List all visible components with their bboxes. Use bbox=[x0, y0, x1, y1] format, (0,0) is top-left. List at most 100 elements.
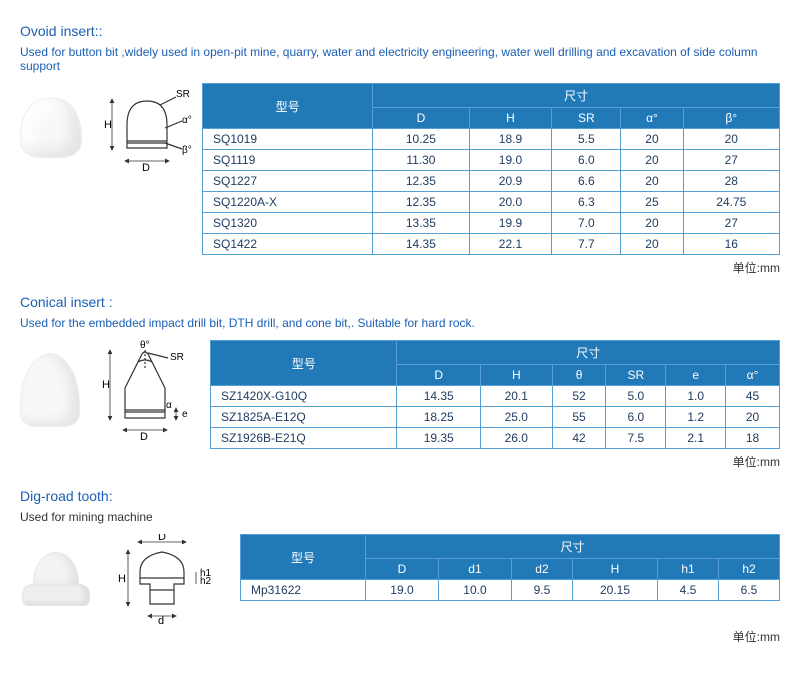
conical-label-d: D bbox=[140, 431, 148, 440]
col-SR: SR bbox=[552, 108, 621, 129]
digroad-unit: 单位:mm bbox=[20, 628, 780, 645]
table-row: SQ111911.3019.06.02027 bbox=[203, 150, 780, 171]
table-row: SZ1420X-G10Q14.3520.1525.01.045 bbox=[211, 386, 780, 407]
digroad-photo bbox=[20, 552, 90, 606]
conical-title: Conical insert : bbox=[20, 294, 780, 310]
col-β°: β° bbox=[683, 108, 779, 129]
table-cell: Mp31622 bbox=[241, 580, 366, 601]
table-cell: 20.0 bbox=[469, 192, 552, 213]
table-cell: 24.75 bbox=[683, 192, 779, 213]
col-α°: α° bbox=[726, 365, 780, 386]
table-cell: 6.5 bbox=[719, 580, 780, 601]
table-cell: 14.35 bbox=[373, 234, 469, 255]
table-cell: 19.35 bbox=[397, 428, 480, 449]
col-h2: h2 bbox=[719, 559, 780, 580]
col-dims: 尺寸 bbox=[397, 341, 780, 365]
table-row: SZ1926B-E21Q19.3526.0427.52.118 bbox=[211, 428, 780, 449]
digroad-desc: Used for mining machine bbox=[20, 510, 780, 524]
table-cell: 18.25 bbox=[397, 407, 480, 428]
col-H: H bbox=[572, 559, 657, 580]
digroad-images: H D d h1 h2 bbox=[20, 534, 230, 624]
table-cell: 7.0 bbox=[552, 213, 621, 234]
table-cell: 19.0 bbox=[469, 150, 552, 171]
table-cell: 27 bbox=[683, 150, 779, 171]
table-cell: 20 bbox=[621, 234, 683, 255]
table-row: SQ101910.2518.95.52020 bbox=[203, 129, 780, 150]
ovoid-label-b: β° bbox=[182, 145, 192, 156]
digroad-title: Dig-road tooth: bbox=[20, 488, 780, 504]
table-cell: 2.1 bbox=[666, 428, 726, 449]
table-cell: 20.9 bbox=[469, 171, 552, 192]
table-cell: 28 bbox=[683, 171, 779, 192]
table-cell: 12.35 bbox=[373, 171, 469, 192]
conical-unit: 单位:mm bbox=[20, 453, 780, 470]
conical-images: H D θ° SR α e bbox=[20, 340, 200, 440]
ovoid-title: Ovoid insert:: bbox=[20, 23, 780, 39]
ovoid-section: Ovoid insert:: Used for button bit ,wide… bbox=[20, 23, 780, 276]
table-cell: 1.0 bbox=[666, 386, 726, 407]
table-cell: 20 bbox=[726, 407, 780, 428]
col-model: 型号 bbox=[211, 341, 397, 386]
table-cell: 6.0 bbox=[552, 150, 621, 171]
table-row: SQ122712.3520.96.62028 bbox=[203, 171, 780, 192]
col-SR: SR bbox=[606, 365, 666, 386]
conical-label-e: e bbox=[182, 409, 188, 420]
table-cell: 5.0 bbox=[606, 386, 666, 407]
table-cell: 20 bbox=[621, 171, 683, 192]
conical-label-sr: SR bbox=[170, 352, 184, 363]
table-cell: 4.5 bbox=[658, 580, 719, 601]
table-cell: 20.15 bbox=[572, 580, 657, 601]
ovoid-images: H D SR α° β° bbox=[20, 83, 192, 173]
ovoid-diagram: H D SR α° β° bbox=[92, 83, 192, 173]
digroad-label-h2: h2 bbox=[200, 576, 212, 587]
ovoid-label-sr: SR bbox=[176, 89, 190, 100]
table-cell: SZ1420X-G10Q bbox=[211, 386, 397, 407]
table-cell: 6.6 bbox=[552, 171, 621, 192]
table-cell: SQ1422 bbox=[203, 234, 373, 255]
col-H: H bbox=[469, 108, 552, 129]
conical-photo bbox=[20, 353, 80, 427]
col-dims: 尺寸 bbox=[365, 535, 779, 559]
table-cell: 10.25 bbox=[373, 129, 469, 150]
col-D: D bbox=[397, 365, 480, 386]
col-H: H bbox=[480, 365, 552, 386]
ovoid-label-a: α° bbox=[182, 115, 192, 126]
table-cell: 25.0 bbox=[480, 407, 552, 428]
digroad-section: Dig-road tooth: Used for mining machine bbox=[20, 488, 780, 645]
table-cell: 13.35 bbox=[373, 213, 469, 234]
table-cell: 19.9 bbox=[469, 213, 552, 234]
table-row: SQ142214.3522.17.72016 bbox=[203, 234, 780, 255]
conical-label-theta: θ° bbox=[140, 340, 150, 351]
table-cell: 45 bbox=[726, 386, 780, 407]
table-cell: 55 bbox=[552, 407, 606, 428]
digroad-table: 型号尺寸Dd1d2Hh1h2Mp3162219.010.09.520.154.5… bbox=[240, 534, 780, 601]
conical-diagram: H D θ° SR α e bbox=[90, 340, 200, 440]
ovoid-photo bbox=[20, 98, 82, 158]
table-cell: 20 bbox=[621, 213, 683, 234]
digroad-label-dbot: d bbox=[158, 615, 164, 624]
table-cell: 7.7 bbox=[552, 234, 621, 255]
ovoid-unit: 单位:mm bbox=[20, 259, 780, 276]
conical-label-h: H bbox=[102, 379, 110, 391]
col-dims: 尺寸 bbox=[373, 84, 780, 108]
ovoid-label-h: H bbox=[104, 119, 112, 131]
col-e: e bbox=[666, 365, 726, 386]
table-cell: 19.0 bbox=[365, 580, 438, 601]
conical-table: 型号尺寸DHθSReα°SZ1420X-G10Q14.3520.1525.01.… bbox=[210, 340, 780, 449]
table-cell: SQ1220A-X bbox=[203, 192, 373, 213]
col-d2: d2 bbox=[512, 559, 573, 580]
digroad-label-dtop: D bbox=[158, 534, 166, 543]
table-cell: 20 bbox=[621, 129, 683, 150]
col-D: D bbox=[373, 108, 469, 129]
table-cell: 5.5 bbox=[552, 129, 621, 150]
col-h1: h1 bbox=[658, 559, 719, 580]
table-cell: 1.2 bbox=[666, 407, 726, 428]
table-cell: SQ1227 bbox=[203, 171, 373, 192]
col-α°: α° bbox=[621, 108, 683, 129]
table-cell: SQ1019 bbox=[203, 129, 373, 150]
table-cell: 10.0 bbox=[438, 580, 511, 601]
col-model: 型号 bbox=[203, 84, 373, 129]
table-cell: 20 bbox=[621, 150, 683, 171]
table-row: SQ1220A-X12.3520.06.32524.75 bbox=[203, 192, 780, 213]
conical-label-a: α bbox=[166, 400, 172, 411]
